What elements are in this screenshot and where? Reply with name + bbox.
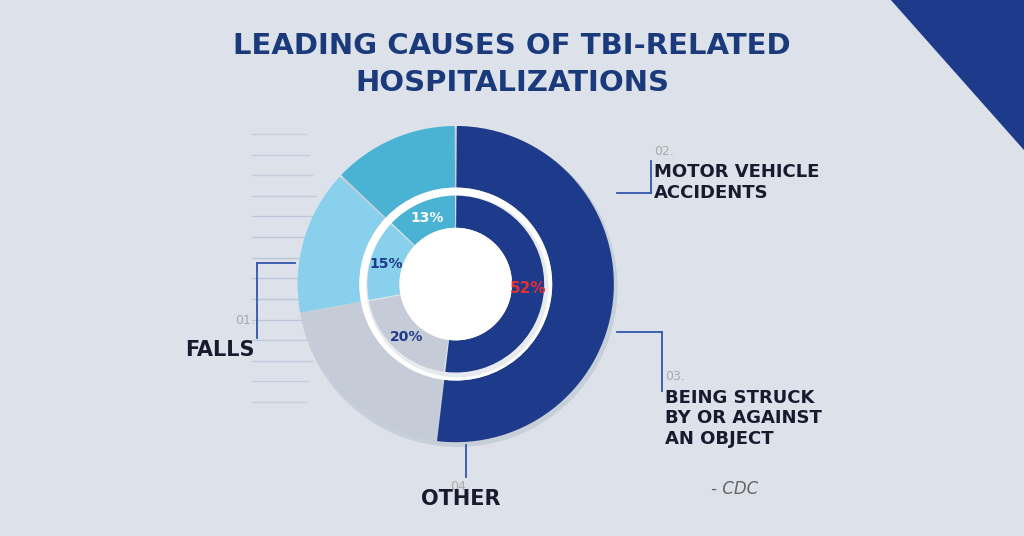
Wedge shape: [301, 303, 443, 441]
Circle shape: [399, 228, 512, 340]
Text: 04.: 04.: [451, 480, 470, 493]
Wedge shape: [341, 126, 455, 218]
Text: 15%: 15%: [370, 257, 403, 271]
Circle shape: [298, 128, 617, 447]
Text: FALLS: FALLS: [185, 340, 255, 360]
Text: - CDC: - CDC: [712, 480, 759, 498]
Wedge shape: [369, 295, 449, 372]
Text: LEADING CAUSES OF TBI-RELATED: LEADING CAUSES OF TBI-RELATED: [233, 32, 791, 59]
Text: BEING STRUCK
BY OR AGAINST
AN OBJECT: BEING STRUCK BY OR AGAINST AN OBJECT: [665, 389, 821, 448]
Text: HOSPITALIZATIONS: HOSPITALIZATIONS: [355, 69, 669, 97]
Text: 52%: 52%: [510, 281, 546, 296]
Wedge shape: [391, 196, 456, 245]
Text: OTHER: OTHER: [421, 489, 501, 509]
Text: MOTOR VEHICLE
ACCIDENTS: MOTOR VEHICLE ACCIDENTS: [654, 163, 819, 202]
Wedge shape: [298, 177, 385, 312]
Wedge shape: [445, 196, 544, 373]
Text: 20%: 20%: [389, 330, 423, 344]
Text: 01.: 01.: [234, 314, 255, 327]
Circle shape: [367, 195, 549, 377]
Circle shape: [359, 188, 552, 381]
Text: 02.: 02.: [654, 145, 674, 158]
Wedge shape: [437, 126, 613, 442]
Wedge shape: [368, 224, 415, 300]
Text: 03.: 03.: [665, 370, 685, 383]
Text: 13%: 13%: [411, 211, 443, 225]
